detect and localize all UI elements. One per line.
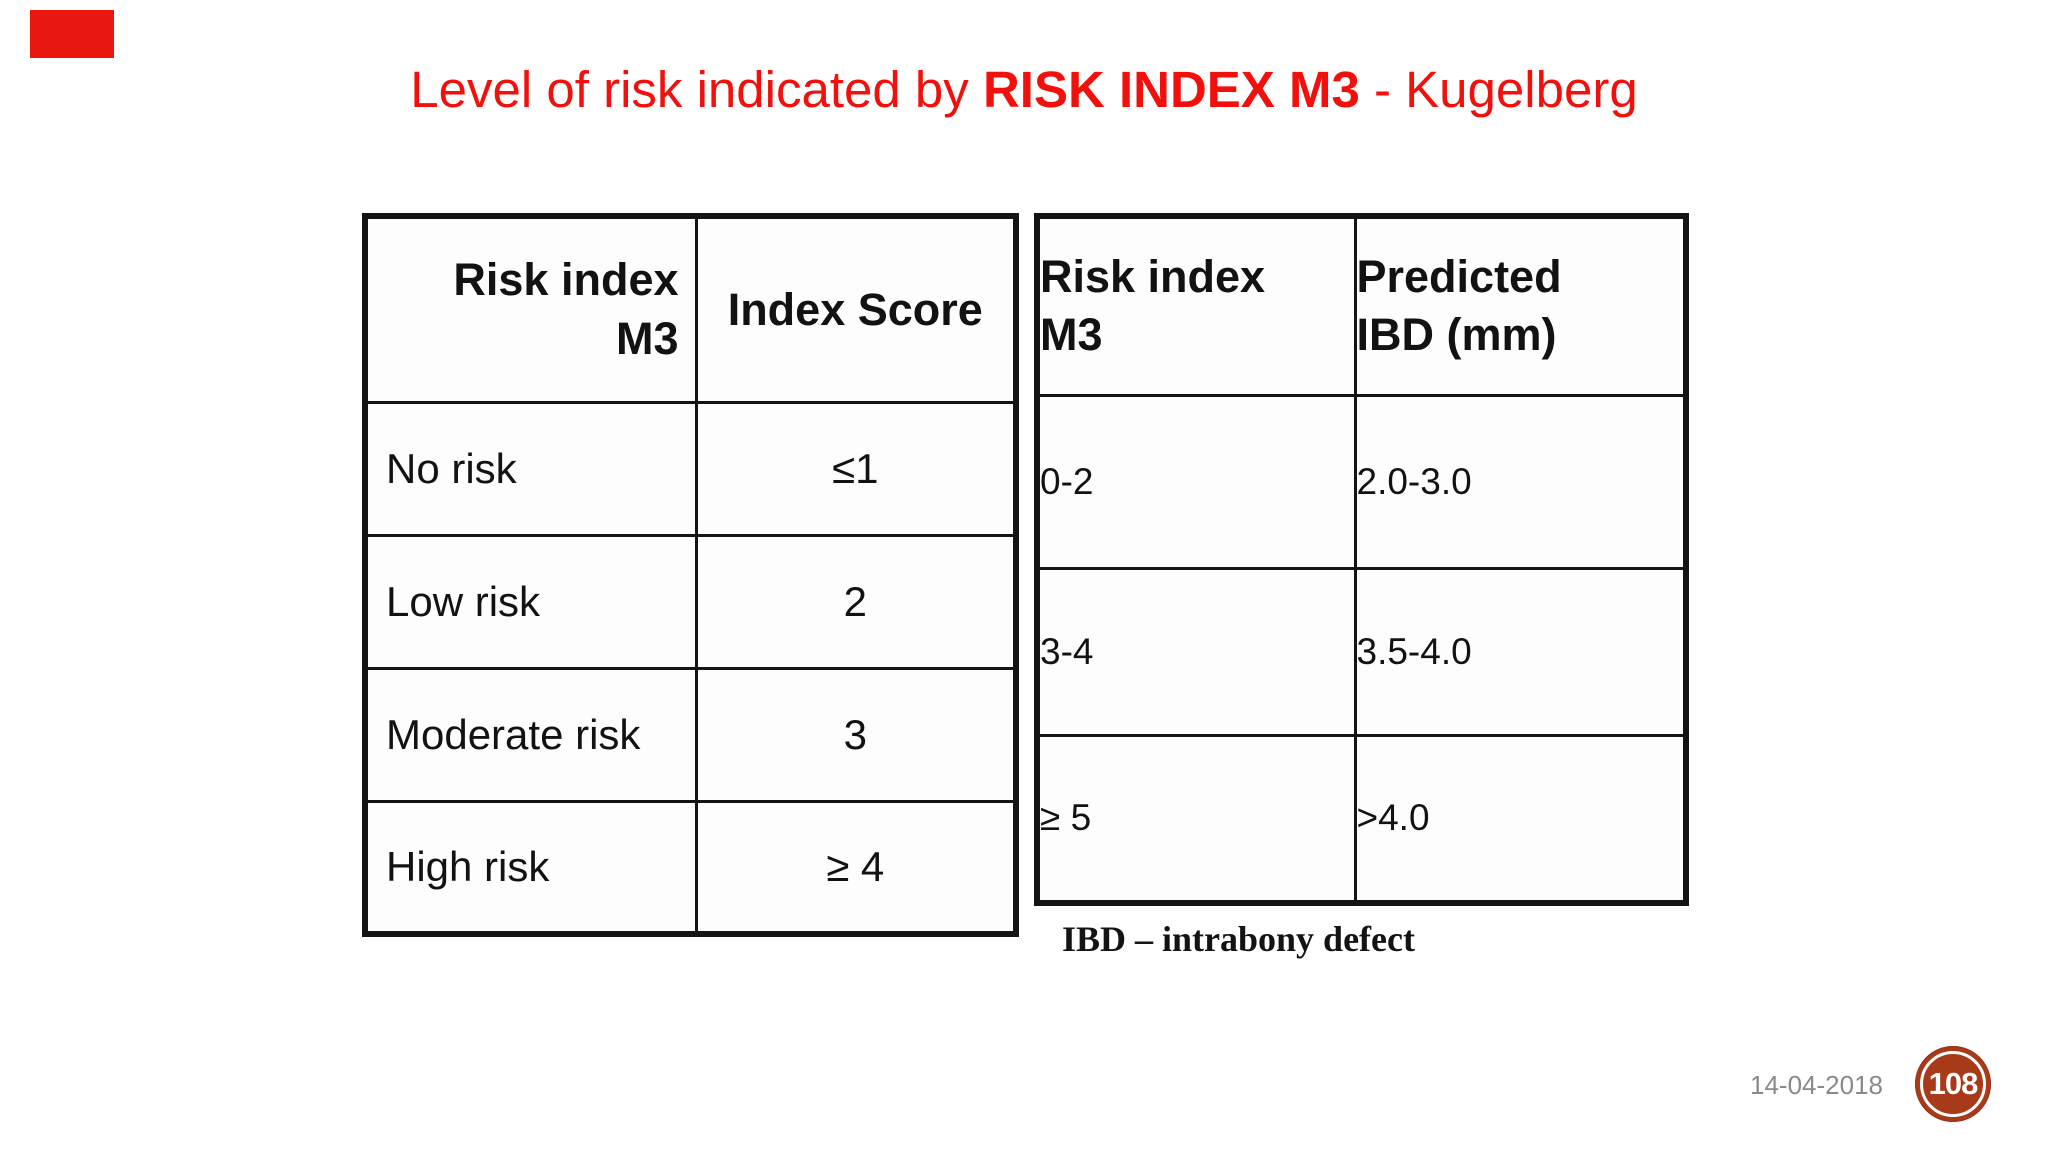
table-row: ≥ 5 >4.0	[1035, 733, 1688, 905]
slide-date: 14-04-2018	[1750, 1070, 1883, 1100]
table-row: 0-2 2.0-3.0	[1035, 393, 1688, 570]
score-cell: 3	[694, 666, 1018, 803]
risk-range-cell: 0-2	[1035, 393, 1357, 570]
table-header-row: Risk index M3 Predicted IBD (mm)	[1035, 214, 1688, 397]
ibd-range-cell: >4.0	[1353, 733, 1688, 905]
score-cell: ≤1	[694, 400, 1018, 537]
score-cell: ≥ 4	[694, 799, 1018, 936]
score-cell: 2	[694, 533, 1018, 670]
title-regular-segment: - Kugelberg	[1359, 61, 1638, 118]
risk-index-score-table: Risk index M3 Index Score No risk ≤1 Low…	[362, 213, 1019, 937]
badge-inner-ring: 108	[1920, 1051, 1986, 1117]
header-index-score: Index Score	[694, 214, 1018, 404]
header-risk-index-m3: Risk index M3	[1035, 214, 1357, 397]
header-predicted-ibd: Predicted IBD (mm)	[1353, 214, 1688, 397]
risk-range-cell: 3-4	[1035, 566, 1357, 737]
table-row: No risk ≤1	[363, 400, 1018, 537]
risk-level-cell: Moderate risk	[363, 666, 698, 803]
risk-level-cell: No risk	[363, 400, 698, 537]
risk-range-cell: ≥ 5	[1035, 733, 1357, 905]
table-row: Low risk 2	[363, 533, 1018, 670]
corner-accent-bar	[30, 10, 114, 58]
ibd-range-cell: 2.0-3.0	[1353, 393, 1688, 570]
page-number-badge: 108	[1915, 1046, 1991, 1122]
slide-title: Level of risk indicated by RISK INDEX M3…	[0, 60, 2048, 120]
title-bold-segment: RISK INDEX M3	[982, 61, 1360, 118]
predicted-ibd-table: Risk index M3 Predicted IBD (mm) 0-2 2.0…	[1034, 213, 1689, 906]
ibd-range-cell: 3.5-4.0	[1353, 566, 1688, 737]
table-row: Moderate risk 3	[363, 666, 1018, 803]
title-regular-segment: Level of risk indicated by	[410, 61, 983, 118]
header-risk-index-m3: Risk index M3	[363, 214, 698, 404]
table-row: High risk ≥ 4	[363, 799, 1018, 936]
page-number: 108	[1928, 1066, 1979, 1101]
risk-level-cell: Low risk	[363, 533, 698, 670]
ibd-abbreviation-footnote: IBD – intrabony defect	[1062, 919, 1415, 959]
risk-level-cell: High risk	[363, 799, 698, 936]
table-row: 3-4 3.5-4.0	[1035, 566, 1688, 737]
table-header-row: Risk index M3 Index Score	[363, 214, 1018, 404]
